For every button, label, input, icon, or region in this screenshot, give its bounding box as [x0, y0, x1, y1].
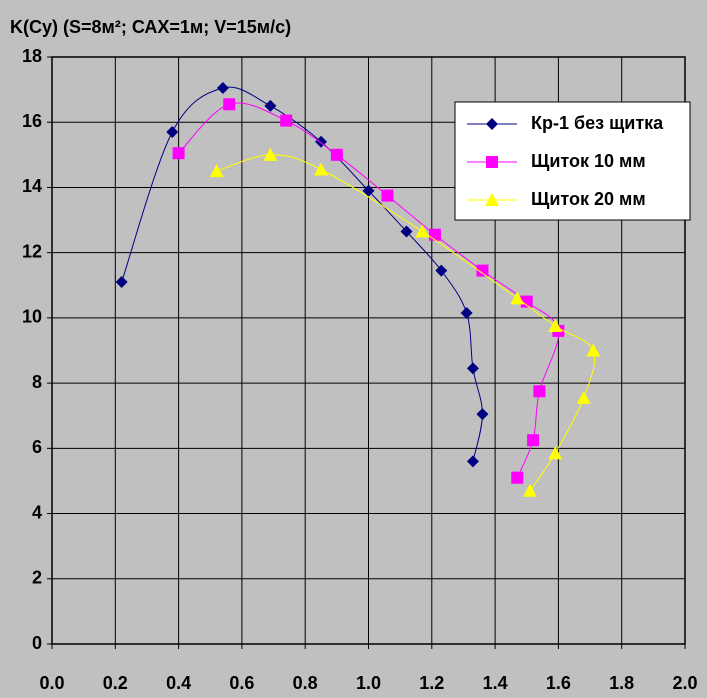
- x-tick-label: 1.2: [419, 673, 444, 693]
- chart-title: K(Cy) (S=8м²; САХ=1м; V=15м/с): [10, 17, 291, 37]
- y-tick-label: 0: [32, 633, 42, 653]
- y-tick-label: 18: [22, 46, 42, 66]
- y-tick-label: 12: [22, 241, 42, 261]
- y-tick-label: 14: [22, 176, 42, 196]
- legend-label: Щиток 10 мм: [531, 151, 646, 171]
- marker: [216, 81, 229, 94]
- x-tick-label: 1.6: [546, 673, 571, 693]
- y-tick-label: 16: [22, 111, 42, 131]
- marker: [586, 343, 601, 357]
- marker: [510, 291, 525, 305]
- x-tick-label: 0.8: [293, 673, 318, 693]
- x-tick-label: 2.0: [672, 673, 697, 693]
- marker: [511, 471, 524, 484]
- legend-label: Щиток 20 мм: [531, 189, 646, 209]
- marker: [400, 225, 413, 238]
- marker: [435, 264, 448, 277]
- marker: [115, 276, 128, 289]
- marker: [520, 295, 533, 308]
- marker: [415, 224, 430, 238]
- marker: [264, 99, 277, 112]
- marker: [476, 264, 489, 277]
- marker: [223, 98, 236, 111]
- marker: [381, 189, 394, 202]
- marker: [522, 483, 537, 497]
- y-tick-label: 2: [32, 568, 42, 588]
- marker: [466, 362, 479, 375]
- marker: [330, 148, 343, 161]
- x-tick-label: 0.6: [229, 673, 254, 693]
- y-tick-label: 6: [32, 437, 42, 457]
- marker: [314, 162, 329, 176]
- marker: [460, 306, 473, 319]
- marker: [263, 147, 278, 161]
- legend-label: Кр-1 без щитка: [531, 113, 664, 133]
- marker: [280, 114, 293, 127]
- marker: [466, 455, 479, 468]
- marker: [362, 184, 375, 197]
- y-tick-label: 4: [32, 502, 42, 522]
- marker: [527, 434, 540, 447]
- x-tick-label: 1.8: [609, 673, 634, 693]
- marker: [486, 118, 498, 130]
- marker: [166, 126, 179, 139]
- marker: [485, 193, 499, 206]
- marker: [548, 319, 563, 333]
- series-line: [216, 154, 596, 492]
- marker: [548, 446, 563, 460]
- marker: [476, 408, 489, 421]
- x-tick-label: 1.4: [483, 673, 508, 693]
- x-tick-label: 0.0: [39, 673, 64, 693]
- marker: [172, 147, 185, 160]
- marker: [533, 385, 546, 398]
- marker: [486, 156, 498, 168]
- x-tick-label: 0.4: [166, 673, 191, 693]
- y-tick-label: 8: [32, 372, 42, 392]
- marker: [576, 390, 591, 404]
- x-tick-label: 1.0: [356, 673, 381, 693]
- marker: [209, 164, 224, 178]
- y-tick-label: 10: [22, 307, 42, 327]
- x-tick-label: 0.2: [103, 673, 128, 693]
- marker: [428, 228, 441, 241]
- legend: Кр-1 без щитка Щиток 10 мм Щиток 20 мм: [454, 101, 691, 221]
